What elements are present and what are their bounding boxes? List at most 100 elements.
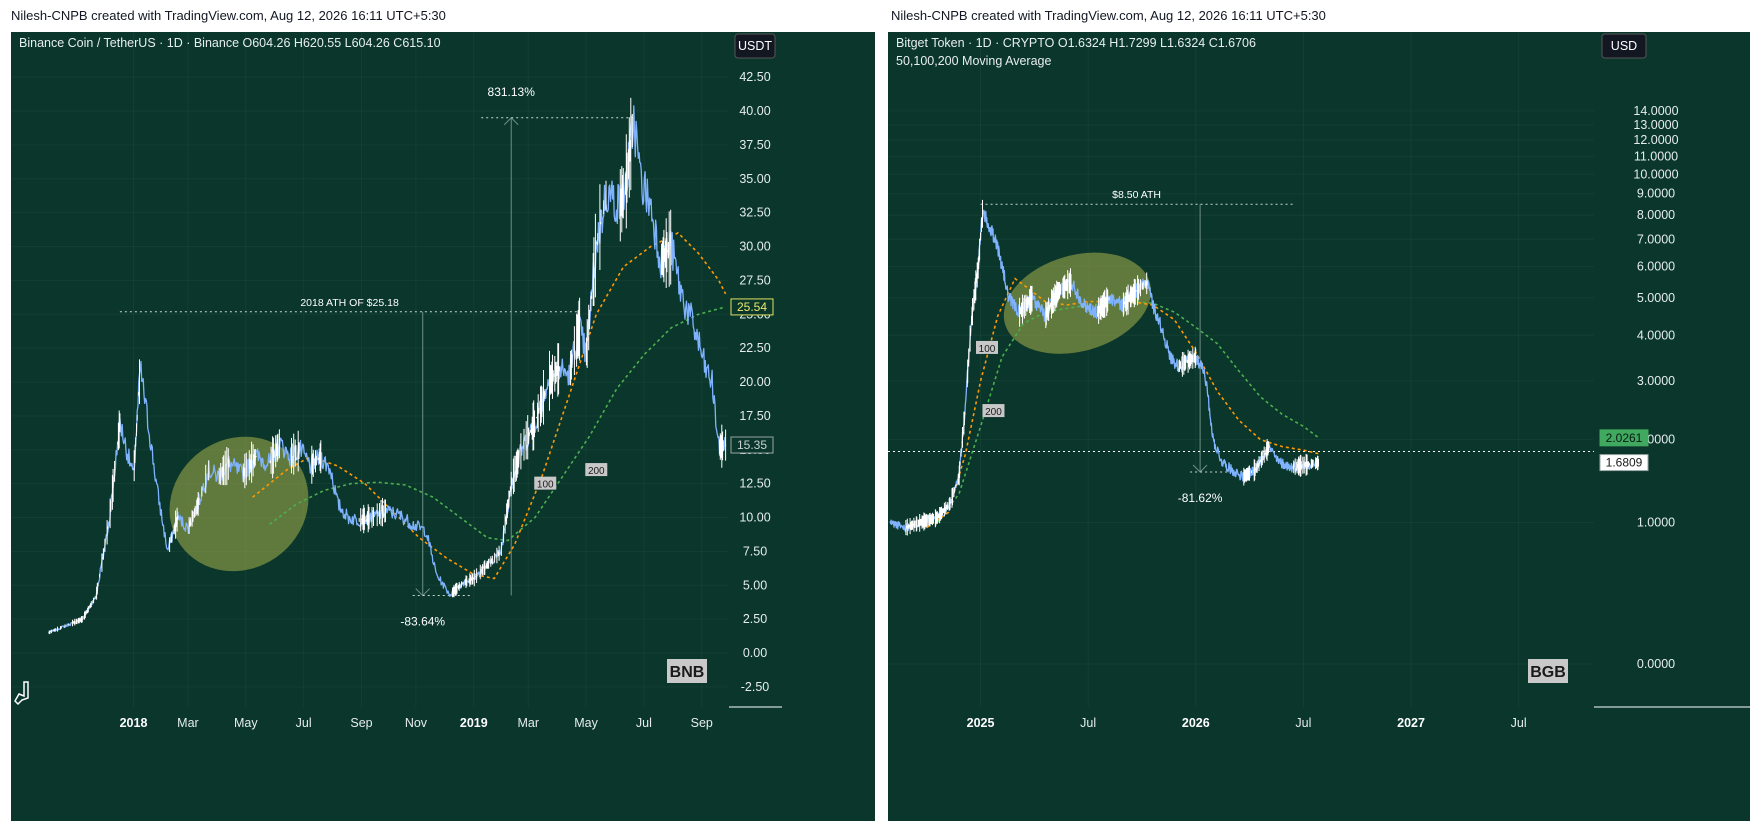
x-tick-label: 2019 <box>460 716 488 730</box>
y-tick-label: 8.0000 <box>1637 208 1675 222</box>
ticker-watermark: BNB <box>670 664 705 681</box>
price-tag-bg <box>1599 454 1649 472</box>
currency-button-bg <box>1601 33 1647 59</box>
y-tick-label: 3.0000 <box>1637 374 1675 388</box>
ma-price-tag-bg <box>1599 429 1649 447</box>
y-tick-label: 12.50 <box>739 477 770 491</box>
x-tick-label: Jul <box>636 716 652 730</box>
y-tick-label: 10.0000 <box>1633 167 1678 181</box>
y-tick-label: 2.50 <box>743 612 767 626</box>
ma200-label-group: 200 <box>585 463 608 477</box>
ma200-label: 200 <box>588 466 605 477</box>
highlight-ellipse <box>1003 252 1152 354</box>
y-tick-label: 0.0000 <box>1637 657 1675 671</box>
ticker-watermark: BGB <box>1530 664 1566 681</box>
y-tick-label: 12.0000 <box>1633 133 1678 147</box>
gain-label: 831.13% <box>488 85 536 99</box>
ma200-label-group: 200 <box>982 404 1005 418</box>
x-tick-label: May <box>234 716 258 730</box>
x-tick-label: Jul <box>1295 716 1311 730</box>
chart-title: Bitget Token · 1D · CRYPTO O1.6324 H1.72… <box>896 36 1256 50</box>
x-tick-label: Nov <box>405 716 428 730</box>
x-tick-label: 2027 <box>1397 716 1425 730</box>
x-tick-label: Sep <box>691 716 713 730</box>
y-tick-label: 10.00 <box>739 511 770 525</box>
tradingview-logo-icon <box>14 681 29 706</box>
y-tick-label: 11.0000 <box>1634 149 1678 163</box>
y-tick-label: 40.00 <box>739 104 770 118</box>
drop-label: -83.64% <box>400 615 445 629</box>
bgb-chart-panel: Nilesh-CNPB created with TradingView.com… <box>880 0 1750 825</box>
y-tick-label: 14.0000 <box>1633 104 1678 118</box>
drop-arrow-head <box>1192 464 1208 473</box>
y-tick-label: 30.00 <box>739 240 770 254</box>
y-tick-label: 22.50 <box>739 341 770 355</box>
ma100-label: 100 <box>537 480 554 491</box>
ath-label: $8.50 ATH <box>1112 189 1161 201</box>
price-up-ticks <box>47 97 727 635</box>
y-tick-label: 20.00 <box>739 375 770 389</box>
price-up-ticks <box>905 199 1319 536</box>
price-line <box>48 105 727 634</box>
ticker-watermark-bg <box>1528 659 1568 683</box>
price-tag: 15.35 <box>737 438 767 452</box>
gridlines <box>11 32 729 707</box>
y-tick-label: 27.50 <box>739 273 770 287</box>
y-tick-label: 4.0000 <box>1637 328 1675 342</box>
y-tick-label: 6.0000 <box>1637 260 1675 274</box>
chart-background <box>11 32 875 821</box>
ma-price-tag: 2.0261 <box>1606 431 1643 445</box>
y-tick-label: 5.0000 <box>1637 291 1675 305</box>
y-tick-label: 42.50 <box>739 70 770 84</box>
y-tick-label: 7.50 <box>743 544 767 558</box>
y-tick-label: 37.50 <box>739 138 770 152</box>
chart-subtitle: 50,100,200 Moving Average <box>896 54 1051 68</box>
ticker-watermark-bg <box>667 659 707 683</box>
y-tick-label: 32.50 <box>739 206 770 220</box>
ma100-label-bg <box>534 476 557 490</box>
currency-button[interactable]: USD <box>1601 33 1647 59</box>
x-tick-label: Mar <box>177 716 199 730</box>
y-tick-label: -2.50 <box>741 680 770 694</box>
ticker-watermark-group: BGB <box>1528 659 1568 683</box>
x-tick-label: 2025 <box>967 716 995 730</box>
ma200-label-bg <box>585 463 608 477</box>
chart-credit: Nilesh-CNPB created with TradingView.com… <box>891 8 1326 23</box>
x-tick-label: Jul <box>1080 716 1096 730</box>
ma200-label: 200 <box>985 407 1002 418</box>
y-tick-label: 0.00 <box>743 646 767 660</box>
ath-label: 2018 ATH OF $25.18 <box>300 297 399 309</box>
ma100-label-bg <box>976 340 999 354</box>
x-tick-label: Sep <box>350 716 372 730</box>
x-tick-label: 2018 <box>120 716 148 730</box>
chart-title: Binance Coin / TetherUS · 1D · Binance O… <box>19 36 441 50</box>
bnb-chart-panel: Nilesh-CNPB created with TradingView.com… <box>11 8 875 821</box>
ma100-label-group: 100 <box>534 476 557 491</box>
currency-label: USD <box>1611 39 1637 53</box>
chart-background <box>888 32 1750 821</box>
price-tag-bg <box>730 436 774 454</box>
x-tick-label: Mar <box>517 716 539 730</box>
ma100-label-group: 100 <box>976 340 999 355</box>
ma-price-tag: 25.54 <box>737 300 767 314</box>
chart-credit: Nilesh-CNPB created with TradingView.com… <box>11 8 446 23</box>
currency-button[interactable]: USDT <box>734 33 776 59</box>
ticker-watermark-group: BNB <box>667 659 707 683</box>
y-tick-label: 13.0000 <box>1633 118 1678 132</box>
gridlines <box>888 32 1594 707</box>
x-tick-label: Jul <box>296 716 312 730</box>
ma200-label-bg <box>982 404 1005 418</box>
currency-label: USDT <box>738 39 772 53</box>
x-tick-label: 2026 <box>1182 716 1210 730</box>
ma-price-tag-bg <box>730 298 774 316</box>
y-tick-label: 35.00 <box>739 172 770 186</box>
y-tick-label: 17.50 <box>739 409 770 423</box>
x-tick-label: Jul <box>1511 716 1527 730</box>
y-tick-label: 1.0000 <box>1637 515 1675 529</box>
y-tick-label: 7.0000 <box>1637 232 1675 246</box>
y-tick-label: 5.00 <box>743 578 767 592</box>
bnb-chart[interactable]: 42.5040.0037.5035.0032.5030.0027.5025.00… <box>11 32 875 821</box>
drop-label: -81.62% <box>1178 491 1223 505</box>
x-tick-label: May <box>574 716 598 730</box>
